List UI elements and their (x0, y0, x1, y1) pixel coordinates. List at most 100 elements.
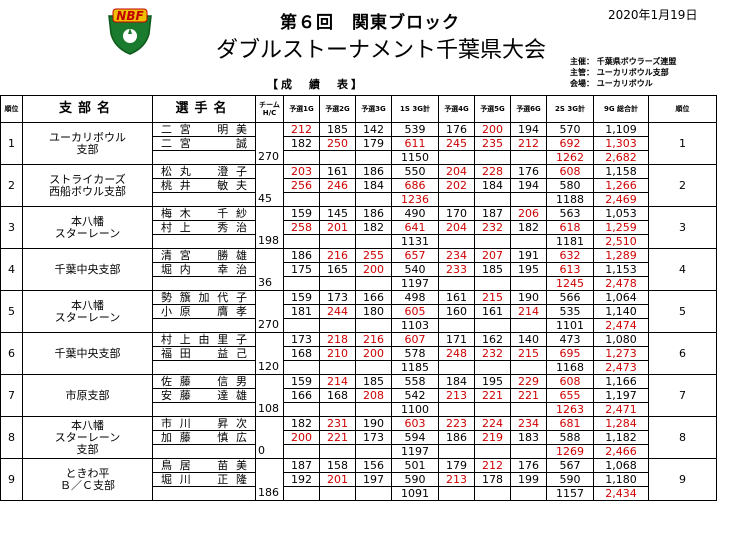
score-g1: 200 (283, 430, 320, 445)
score-g3: 173 (355, 430, 392, 445)
col-s1: 1S 3G計 (391, 95, 439, 123)
blank-cell (438, 360, 475, 375)
table-row: 7 市原支部 佐藤 信男 159 214 185 558 184 195 229 608 1,166 7 (0, 374, 717, 417)
team-hdc: 108 (255, 402, 284, 417)
table-row: 1 ユーカリボウル 支部 二宮 明美 212 185 142 539 176 200 194 570 1… (0, 122, 717, 165)
team-hdc: 198 (255, 234, 284, 249)
s1-total: 1100 (391, 402, 439, 417)
blank-cell (510, 150, 547, 165)
grand-total: 2,473 (593, 360, 649, 375)
section-title: 【成 績 表】 (267, 78, 365, 91)
score-g1: 258 (283, 220, 320, 235)
score-g5: 235 (474, 136, 511, 151)
score-g3: 255 (355, 248, 392, 263)
score-g1: 159 (283, 374, 320, 389)
col-g1: 予選1G (283, 95, 320, 123)
player-name: 佐藤 信男 (152, 374, 256, 389)
score-g3: 182 (355, 220, 392, 235)
score-s2: 618 (546, 220, 594, 235)
blank-cell (283, 150, 320, 165)
score-g6: 191 (510, 248, 547, 263)
event-date: 2020年1月19日 (608, 8, 698, 22)
team-hdc: 270 (255, 318, 284, 333)
col-total: 9G 総合計 (593, 95, 649, 123)
score-s2: 570 (546, 122, 594, 137)
score-total: 1,182 (593, 430, 649, 445)
grand-total: 2,474 (593, 318, 649, 333)
blank-cell (283, 444, 320, 459)
score-g4: 233 (438, 262, 475, 277)
score-total: 1,284 (593, 416, 649, 431)
score-g4: 176 (438, 122, 475, 137)
score-g3: 180 (355, 304, 392, 319)
grand-total: 2,466 (593, 444, 649, 459)
branch-line: 千葉中央支部 (54, 346, 121, 360)
blank-cell (510, 234, 547, 249)
blank-cell (319, 276, 356, 291)
score-g5: 187 (474, 206, 511, 221)
score-g1: 187 (283, 458, 320, 473)
table-row: 堀川 正隆 192 201 197 590 213 178 199 590 1,180 (1, 472, 717, 487)
score-s1: 498 (391, 290, 439, 305)
player-name: 堀内 幸治 (152, 262, 256, 277)
score-g3: 142 (355, 122, 392, 137)
score-g4: 213 (438, 472, 475, 487)
score-s2: 590 (546, 472, 594, 487)
blank-cell (474, 192, 511, 207)
col-player: 選手名 (152, 95, 256, 123)
hdc-blank (255, 220, 284, 235)
score-g5: 195 (474, 374, 511, 389)
totals-name-blank (152, 486, 256, 501)
team-number: 9 (0, 458, 23, 501)
organizer-manager: 主管： ユーカリボウル支部 (570, 68, 669, 77)
player-name: 二宮 誠 (152, 136, 256, 151)
totals-name-blank (152, 318, 256, 333)
blank-cell (474, 444, 511, 459)
score-g1: 181 (283, 304, 320, 319)
blank-cell (319, 360, 356, 375)
score-s2: 580 (546, 178, 594, 193)
blank-cell (474, 360, 511, 375)
score-g5: 200 (474, 122, 511, 137)
score-total: 1,303 (593, 136, 649, 151)
blank-cell (510, 444, 547, 459)
score-g4: 179 (438, 458, 475, 473)
branch-line: 西船ボウル支部 (49, 184, 126, 198)
score-g1: 168 (283, 346, 320, 361)
team-number: 7 (0, 374, 23, 417)
col-rank: 順位 (648, 95, 717, 123)
player-name: 福田 益己 (152, 346, 256, 361)
hdc-blank (255, 262, 284, 277)
branch-line: ときわ平 (65, 466, 110, 480)
score-g5: 215 (474, 290, 511, 305)
score-g1: 186 (283, 248, 320, 263)
hdc-blank (255, 430, 284, 445)
score-total: 1,053 (593, 206, 649, 221)
player-name: 村上 秀治 (152, 220, 256, 235)
score-g2: 158 (319, 458, 356, 473)
score-g2: 165 (319, 262, 356, 277)
team-hdc: 186 (255, 486, 284, 501)
score-g4: 245 (438, 136, 475, 151)
hdc-blank (255, 374, 284, 389)
player-name: 梅木 千紗 (152, 206, 256, 221)
s2-total: 1269 (546, 444, 594, 459)
branch-line: スターレーン (54, 430, 121, 444)
col-g2: 予選2G (319, 95, 356, 123)
s2-total: 1188 (546, 192, 594, 207)
team-number: 1 (0, 122, 23, 165)
table-row: 堀内 幸治 175 165 200 540 233 185 195 613 1,153 (1, 262, 717, 277)
table-row: 6 千葉中央支部 村上由里子 173 218 216 607 171 162 140 473 1,08… (0, 332, 717, 375)
s2-total: 1157 (546, 486, 594, 501)
totals-name-blank (152, 150, 256, 165)
score-g3: 156 (355, 458, 392, 473)
col-s2: 2S 3G計 (546, 95, 594, 123)
blank-cell (355, 444, 392, 459)
score-g1: 182 (283, 416, 320, 431)
blank-cell (355, 150, 392, 165)
grand-total: 2,469 (593, 192, 649, 207)
s1-total: 1091 (391, 486, 439, 501)
bowling-pin-icon (123, 29, 137, 43)
hdc-blank (255, 388, 284, 403)
totals-name-blank (152, 444, 256, 459)
